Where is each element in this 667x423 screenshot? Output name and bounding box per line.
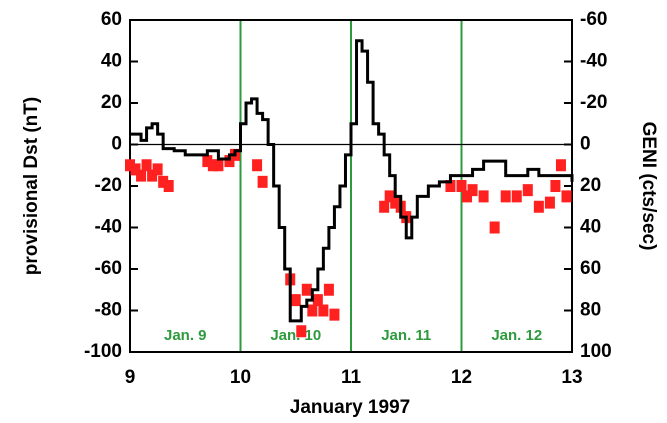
geni-point bbox=[257, 175, 268, 188]
geni-point bbox=[224, 155, 235, 168]
geni-point bbox=[202, 155, 213, 168]
y2-tick-label: -40 bbox=[580, 51, 607, 72]
geni-point bbox=[147, 169, 158, 182]
x-tick-label: 10 bbox=[230, 367, 251, 388]
geni-point bbox=[141, 159, 152, 172]
y2-tick-label: 60 bbox=[580, 258, 601, 279]
y-tick-label: 60 bbox=[101, 9, 122, 30]
geni-point bbox=[213, 159, 224, 172]
geni-point bbox=[307, 304, 318, 317]
geni-point bbox=[323, 283, 334, 296]
day-label: Jan. 12 bbox=[491, 327, 542, 344]
geni-point bbox=[544, 196, 555, 209]
geni-point bbox=[462, 190, 473, 203]
geni-point bbox=[318, 304, 329, 317]
y-tick-label: 40 bbox=[101, 51, 122, 72]
geni-point bbox=[207, 159, 218, 172]
y-tick-label: 0 bbox=[111, 134, 122, 155]
y-tick-label: -40 bbox=[95, 217, 122, 238]
geni-point bbox=[152, 163, 163, 176]
y2-tick-label: 40 bbox=[580, 217, 601, 238]
geni-point bbox=[312, 294, 323, 307]
geni-point bbox=[561, 190, 572, 203]
geni-point bbox=[478, 190, 489, 203]
geni-point bbox=[329, 308, 340, 321]
geni-point bbox=[296, 325, 307, 338]
y-tick-label: -20 bbox=[95, 175, 122, 196]
y-tick-label: -100 bbox=[84, 341, 122, 362]
y2-tick-label: -20 bbox=[580, 92, 607, 113]
geni-point bbox=[445, 180, 456, 192]
geni-point bbox=[500, 190, 511, 203]
geni-point bbox=[163, 180, 174, 192]
geni-point bbox=[290, 294, 301, 307]
geni-point bbox=[390, 196, 401, 209]
geni-point bbox=[489, 221, 500, 234]
geni-point bbox=[555, 159, 566, 172]
geni-point bbox=[550, 180, 561, 192]
geni-point bbox=[467, 184, 478, 197]
x-axis-label: January 1997 bbox=[290, 397, 410, 418]
geni-point bbox=[511, 190, 522, 203]
geni-point bbox=[379, 200, 390, 213]
y-axis-label: provisional Dst (nT) bbox=[21, 97, 42, 275]
y-tick-label: -80 bbox=[95, 300, 122, 321]
y-tick-label: -60 bbox=[95, 258, 122, 279]
y2-tick-label: 80 bbox=[580, 300, 601, 321]
y-tick-label: 20 bbox=[101, 92, 122, 113]
x-tick-label: 9 bbox=[125, 367, 136, 388]
geni-point bbox=[130, 163, 141, 176]
day-label: Jan. 9 bbox=[164, 327, 207, 344]
geni-point bbox=[533, 200, 544, 213]
y2-tick-label: 100 bbox=[580, 341, 612, 362]
day-label: Jan. 11 bbox=[381, 327, 431, 344]
geni-point bbox=[158, 175, 169, 188]
x-tick-label: 12 bbox=[451, 367, 472, 388]
geni-point bbox=[522, 184, 533, 197]
geni-point bbox=[301, 283, 312, 296]
y2-tick-label: 0 bbox=[580, 134, 591, 155]
x-tick-label: 13 bbox=[561, 367, 582, 388]
y2-tick-label: 20 bbox=[580, 175, 601, 196]
geni-point bbox=[125, 159, 135, 172]
day-label: Jan. 10 bbox=[270, 327, 321, 344]
plot-frame bbox=[129, 19, 573, 353]
geni-point bbox=[456, 180, 467, 192]
x-tick-label: 11 bbox=[341, 367, 362, 388]
geni-point bbox=[136, 169, 147, 182]
geni-point bbox=[384, 190, 395, 203]
y2-axis-label: GENI (cts/sec) bbox=[638, 122, 659, 251]
geni-point bbox=[252, 159, 263, 172]
dst-line bbox=[130, 39, 574, 323]
y2-tick-label: -60 bbox=[580, 9, 607, 30]
